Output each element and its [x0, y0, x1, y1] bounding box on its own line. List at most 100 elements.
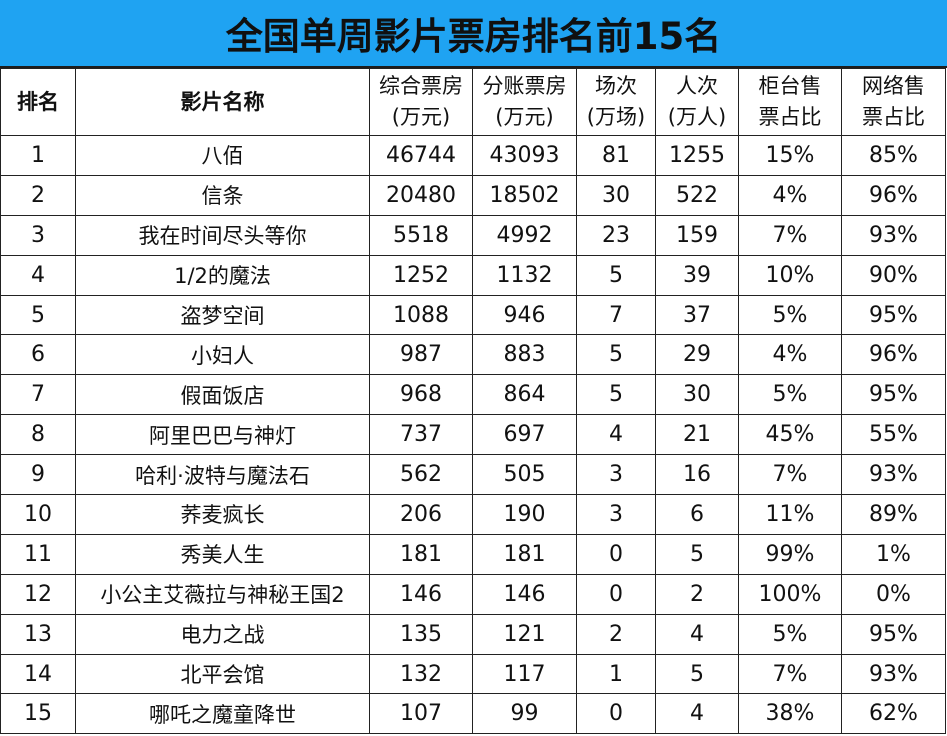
rank-cell: 7 [0, 374, 76, 416]
shows-cell: 2 [576, 613, 656, 655]
header-shows-line1: 场次 [595, 74, 637, 98]
rank-cell: 6 [0, 334, 76, 376]
split-box-office-cell: 181 [472, 533, 577, 575]
film-name-cell: 1/2的魔法 [75, 254, 370, 296]
counter-share-cell: 11% [738, 494, 842, 535]
split-box-office-cell: 121 [472, 613, 577, 655]
split-box-office-cell: 1132 [472, 254, 577, 296]
header-online-line1: 网络售 [862, 74, 925, 98]
box-office-table: 排名 影片名称 综合票房 (万元) 分账票房 (万元) 场次 [0, 68, 946, 735]
split-box-office-cell: 99 [472, 693, 577, 735]
header-counter-share: 柜台售 票占比 [738, 68, 842, 136]
film-name-cell: 盗梦空间 [75, 294, 370, 336]
attendance-cell: 4 [655, 613, 739, 655]
header-attendance: 人次 (万人) [655, 68, 739, 136]
header-film-name: 影片名称 [75, 68, 370, 136]
counter-share-cell: 4% [738, 174, 842, 216]
online-share-cell: 93% [841, 653, 946, 695]
rank-cell: 11 [0, 533, 76, 575]
split-box-office-cell: 505 [472, 454, 577, 496]
table-row: 2 信条 20480 18502 30 522 4% 96% [0, 174, 946, 216]
rank-cell: 3 [0, 214, 76, 256]
table-row: 8 阿里巴巴与神灯 737 697 4 21 45% 55% [0, 414, 946, 456]
header-attendance-line1: 人次 [676, 74, 718, 98]
counter-share-cell: 5% [738, 374, 842, 416]
split-box-office-cell: 117 [472, 653, 577, 695]
table-container: 排名 影片名称 综合票房 (万元) 分账票房 (万元) 场次 [0, 68, 946, 735]
film-name-cell: 电力之战 [75, 613, 370, 655]
split-box-office-cell: 883 [472, 334, 577, 376]
table-row: 5 盗梦空间 1088 946 7 37 5% 95% [0, 294, 946, 336]
table-row: 12 小公主艾薇拉与神秘王国2 146 146 0 2 100% 0% [0, 573, 946, 615]
shows-cell: 30 [576, 174, 656, 216]
attendance-cell: 16 [655, 454, 739, 496]
rank-cell: 2 [0, 174, 76, 216]
header-rank: 排名 [0, 68, 76, 136]
header-total-line2: (万元) [391, 105, 451, 129]
header-counter-line2: 票占比 [758, 105, 822, 129]
rank-cell: 5 [0, 294, 76, 336]
counter-share-cell: 38% [738, 693, 842, 735]
counter-share-cell: 100% [738, 573, 842, 615]
shows-cell: 1 [576, 653, 656, 695]
attendance-cell: 2 [655, 573, 739, 615]
header-split-line1: 分账票房 [482, 74, 567, 98]
split-box-office-cell: 43093 [472, 135, 577, 176]
film-name-cell: 阿里巴巴与神灯 [75, 414, 370, 456]
attendance-cell: 39 [655, 254, 739, 296]
total-box-office-cell: 1088 [369, 294, 473, 336]
shows-cell: 3 [576, 494, 656, 535]
total-box-office-cell: 181 [369, 533, 473, 575]
total-box-office-cell: 132 [369, 653, 473, 695]
total-box-office-cell: 146 [369, 573, 473, 615]
counter-share-cell: 15% [738, 135, 842, 176]
total-box-office-cell: 107 [369, 693, 473, 735]
shows-cell: 3 [576, 454, 656, 496]
table-row: 9 哈利·波特与魔法石 562 505 3 16 7% 93% [0, 454, 946, 496]
counter-share-cell: 4% [738, 334, 842, 376]
film-name-cell: 假面饭店 [75, 374, 370, 416]
film-name-cell: 哪吒之魔童降世 [75, 693, 370, 735]
shows-cell: 0 [576, 573, 656, 615]
shows-cell: 0 [576, 533, 656, 575]
online-share-cell: 93% [841, 454, 946, 496]
attendance-cell: 522 [655, 174, 739, 216]
sheet-title: 全国单周影片票房排名前15名 [0, 0, 947, 68]
table-row: 10 荞麦疯长 206 190 3 6 11% 89% [0, 494, 946, 535]
shows-cell: 5 [576, 334, 656, 376]
shows-cell: 5 [576, 374, 656, 416]
table-row: 6 小妇人 987 883 5 29 4% 96% [0, 334, 946, 376]
header-split-box-office: 分账票房 (万元) [472, 68, 577, 136]
counter-share-cell: 45% [738, 414, 842, 456]
attendance-cell: 5 [655, 653, 739, 695]
online-share-cell: 96% [841, 334, 946, 376]
total-box-office-cell: 968 [369, 374, 473, 416]
table-row: 14 北平会馆 132 117 1 5 7% 93% [0, 653, 946, 695]
total-box-office-cell: 206 [369, 494, 473, 535]
online-share-cell: 93% [841, 214, 946, 256]
film-name-cell: 哈利·波特与魔法石 [75, 454, 370, 496]
rank-cell: 15 [0, 693, 76, 735]
attendance-cell: 30 [655, 374, 739, 416]
attendance-cell: 6 [655, 494, 739, 535]
online-share-cell: 95% [841, 613, 946, 655]
table-row: 7 假面饭店 968 864 5 30 5% 95% [0, 374, 946, 416]
attendance-cell: 4 [655, 693, 739, 735]
film-name-cell: 八佰 [75, 135, 370, 176]
attendance-cell: 29 [655, 334, 739, 376]
film-name-cell: 秀美人生 [75, 533, 370, 575]
total-box-office-cell: 46744 [369, 135, 473, 176]
split-box-office-cell: 18502 [472, 174, 577, 216]
online-share-cell: 89% [841, 494, 946, 535]
split-box-office-cell: 946 [472, 294, 577, 336]
rank-cell: 8 [0, 414, 76, 456]
total-box-office-cell: 5518 [369, 214, 473, 256]
header-counter-line1: 柜台售 [758, 74, 822, 98]
rank-cell: 12 [0, 573, 76, 615]
online-share-cell: 95% [841, 374, 946, 416]
counter-share-cell: 10% [738, 254, 842, 296]
online-share-cell: 95% [841, 294, 946, 336]
film-name-cell: 我在时间尽头等你 [75, 214, 370, 256]
counter-share-cell: 7% [738, 653, 842, 695]
table-row: 1 八佰 46744 43093 81 1255 15% 85% [0, 135, 946, 176]
